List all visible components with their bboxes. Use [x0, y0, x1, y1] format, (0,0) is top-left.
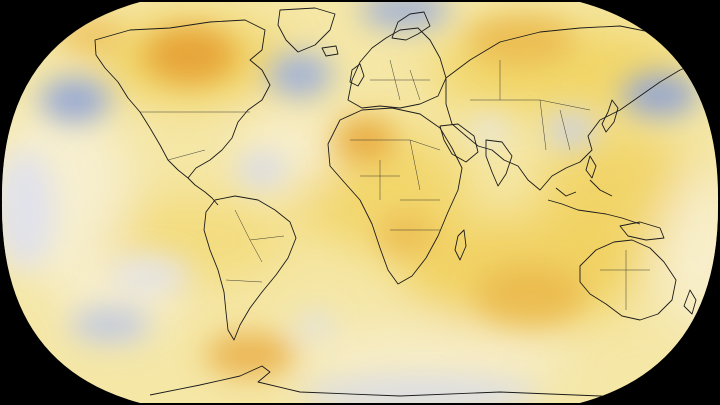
asia-outline: [445, 25, 701, 191]
southern-ocean-warm-anomaly: [205, 333, 295, 377]
coastlines: [94, 7, 701, 399]
japan-outline: [601, 99, 619, 133]
india-outline: [485, 139, 513, 187]
new-zealand-outline: [683, 289, 697, 315]
central-america-outline: [187, 177, 219, 206]
australia-warm-anomaly: [475, 265, 585, 325]
arabia-outline: [439, 123, 479, 163]
east-asia-cool-anomaly: [547, 112, 597, 148]
anomaly-hotspots: [1, 2, 698, 403]
south-america-outline: [203, 195, 297, 341]
indonesia-outline: [547, 179, 641, 225]
north-america-warm-anomaly: [145, 27, 235, 83]
north-america-outline: [94, 19, 271, 179]
madagascar-outline: [454, 229, 467, 261]
antarctica-outline: [149, 365, 681, 399]
british-isles-outline: [321, 45, 365, 87]
australia-outline: [579, 239, 677, 321]
europe-outline: [347, 27, 447, 109]
north-pacific-cool-anomaly: [40, 78, 110, 122]
new-guinea-outline: [619, 221, 665, 241]
scandinavia-outline: [391, 11, 431, 41]
siberia-warm-anomaly: [465, 15, 575, 65]
philippines-outline: [585, 155, 597, 179]
north-atlantic-cool-anomaly: [268, 53, 332, 97]
country-borders: [140, 59, 650, 310]
greenland-outline: [277, 7, 336, 53]
africa-outline: [327, 107, 463, 285]
